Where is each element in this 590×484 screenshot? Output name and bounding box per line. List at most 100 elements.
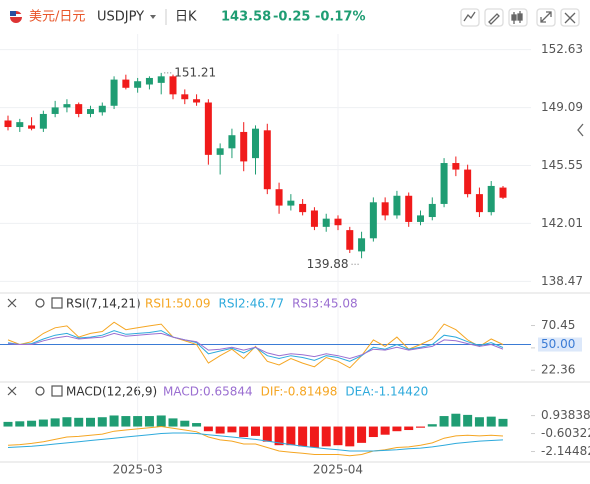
macd-toggle-icon[interactable]: [51, 385, 63, 397]
candle-body: [393, 195, 401, 216]
indicator-icon[interactable]: [460, 8, 480, 27]
candle-body: [452, 163, 460, 170]
candle-body: [275, 189, 283, 206]
candle-body: [157, 76, 165, 83]
draw-icon[interactable]: [484, 8, 504, 27]
histogram-bar: [498, 418, 508, 427]
histogram-bar: [262, 426, 272, 442]
histogram-bar: [38, 419, 48, 427]
candle-body: [145, 77, 153, 85]
candle-body: [310, 210, 318, 227]
candle-body: [299, 203, 307, 213]
y-tick-label: -2.14482: [541, 444, 590, 458]
y-tick-label: 22.36: [541, 363, 575, 377]
candle-body: [417, 215, 424, 222]
period[interactable]: 日K: [175, 10, 197, 25]
x-tick-label: 2025-03: [113, 463, 163, 477]
histogram-bar: [156, 415, 166, 427]
rsi-settings-icon[interactable]: [35, 298, 45, 308]
candle-body: [216, 148, 224, 155]
histogram-bar: [333, 426, 343, 446]
y-tick-label: 0.93838: [541, 408, 590, 422]
close-icon[interactable]: [560, 8, 580, 27]
histogram-bar: [74, 417, 84, 427]
candle-body: [28, 125, 36, 129]
histogram-bar: [180, 420, 190, 427]
histogram-bar: [168, 418, 178, 427]
series-line: [7, 321, 504, 369]
candle-body: [252, 128, 259, 159]
legend-entry: MACD:0.65844: [163, 385, 253, 399]
macd-close-icon[interactable]: [7, 386, 17, 396]
y-tick-label: 145.55: [541, 158, 583, 172]
histogram-bar: [192, 423, 202, 427]
y-tick-label: 70.45: [541, 318, 575, 332]
histogram-bar: [86, 417, 95, 427]
header-bar: [0, 0, 590, 34]
x-tick-label: 2025-04: [313, 463, 363, 477]
candle-body: [87, 109, 94, 114]
macd-settings-icon[interactable]: [35, 386, 45, 396]
histogram-bar: [227, 426, 237, 433]
candle-body: [369, 202, 377, 239]
histogram-bar: [62, 417, 72, 427]
histogram-bar: [309, 426, 319, 448]
candle-body: [122, 79, 130, 88]
candle-body: [63, 104, 71, 108]
candle-body: [51, 107, 59, 114]
candle-body: [204, 102, 212, 155]
candle-body: [358, 238, 366, 252]
histogram-bar: [109, 415, 119, 427]
histogram-bar: [286, 426, 296, 446]
histogram-bar: [15, 421, 25, 427]
histogram-bar: [392, 426, 402, 432]
reference-label-bg: [538, 337, 582, 352]
candle-body: [287, 200, 295, 206]
series-line: [7, 425, 504, 457]
candle-body: [322, 218, 330, 227]
histogram-bar: [239, 426, 249, 438]
candle-type-icon[interactable]: [508, 8, 528, 27]
histogram-bar: [203, 426, 213, 432]
legend-entry: RSI2:46.77: [219, 297, 285, 311]
histogram-bar: [451, 413, 461, 427]
histogram-bar: [404, 426, 414, 431]
histogram-bar: [50, 418, 60, 427]
histogram-bar: [3, 421, 13, 427]
reference-label: 50.00: [541, 337, 575, 351]
macd-title: MACD(12,26,9): [66, 385, 157, 399]
pair-name[interactable]: 美元/日元: [29, 10, 85, 25]
candle-body: [39, 113, 47, 129]
rsi-toggle-icon[interactable]: [51, 297, 63, 309]
y-tick-label: 149.09: [541, 100, 583, 114]
symbol[interactable]: USDJPY: [97, 10, 144, 25]
y-tick-label: 142.01: [541, 216, 583, 230]
histogram-bar: [486, 416, 496, 427]
annotation: 139.88: [307, 257, 349, 271]
legend-entry: RSI1:50.09: [145, 297, 211, 311]
series-line: [7, 432, 504, 452]
candle-body: [228, 135, 236, 149]
candle-body: [134, 81, 142, 88]
histogram-bar: [368, 426, 378, 438]
candle-body: [499, 187, 507, 198]
fullscreen-icon[interactable]: [536, 8, 556, 27]
rsi-close-icon[interactable]: [7, 298, 17, 308]
candle-body: [475, 194, 483, 213]
legend-entry: RSI3:45.08: [292, 297, 358, 311]
histogram-bar: [97, 417, 107, 427]
candle-body: [405, 195, 413, 222]
change: -0.25: [273, 10, 310, 25]
dropdown-arrow[interactable]: [150, 15, 156, 19]
histogram-bar: [416, 426, 425, 428]
legend-entry: DEA:-1.14420: [345, 385, 428, 399]
candle-body: [464, 169, 472, 195]
change-percent: -0.17%: [315, 10, 366, 25]
series-line: [7, 332, 504, 360]
y-tick-label: -0.60322: [541, 426, 590, 440]
collapse-arrow[interactable]: [577, 123, 584, 137]
histogram-bar: [357, 426, 367, 443]
legend-entry: DIF:-0.81498: [261, 385, 338, 399]
